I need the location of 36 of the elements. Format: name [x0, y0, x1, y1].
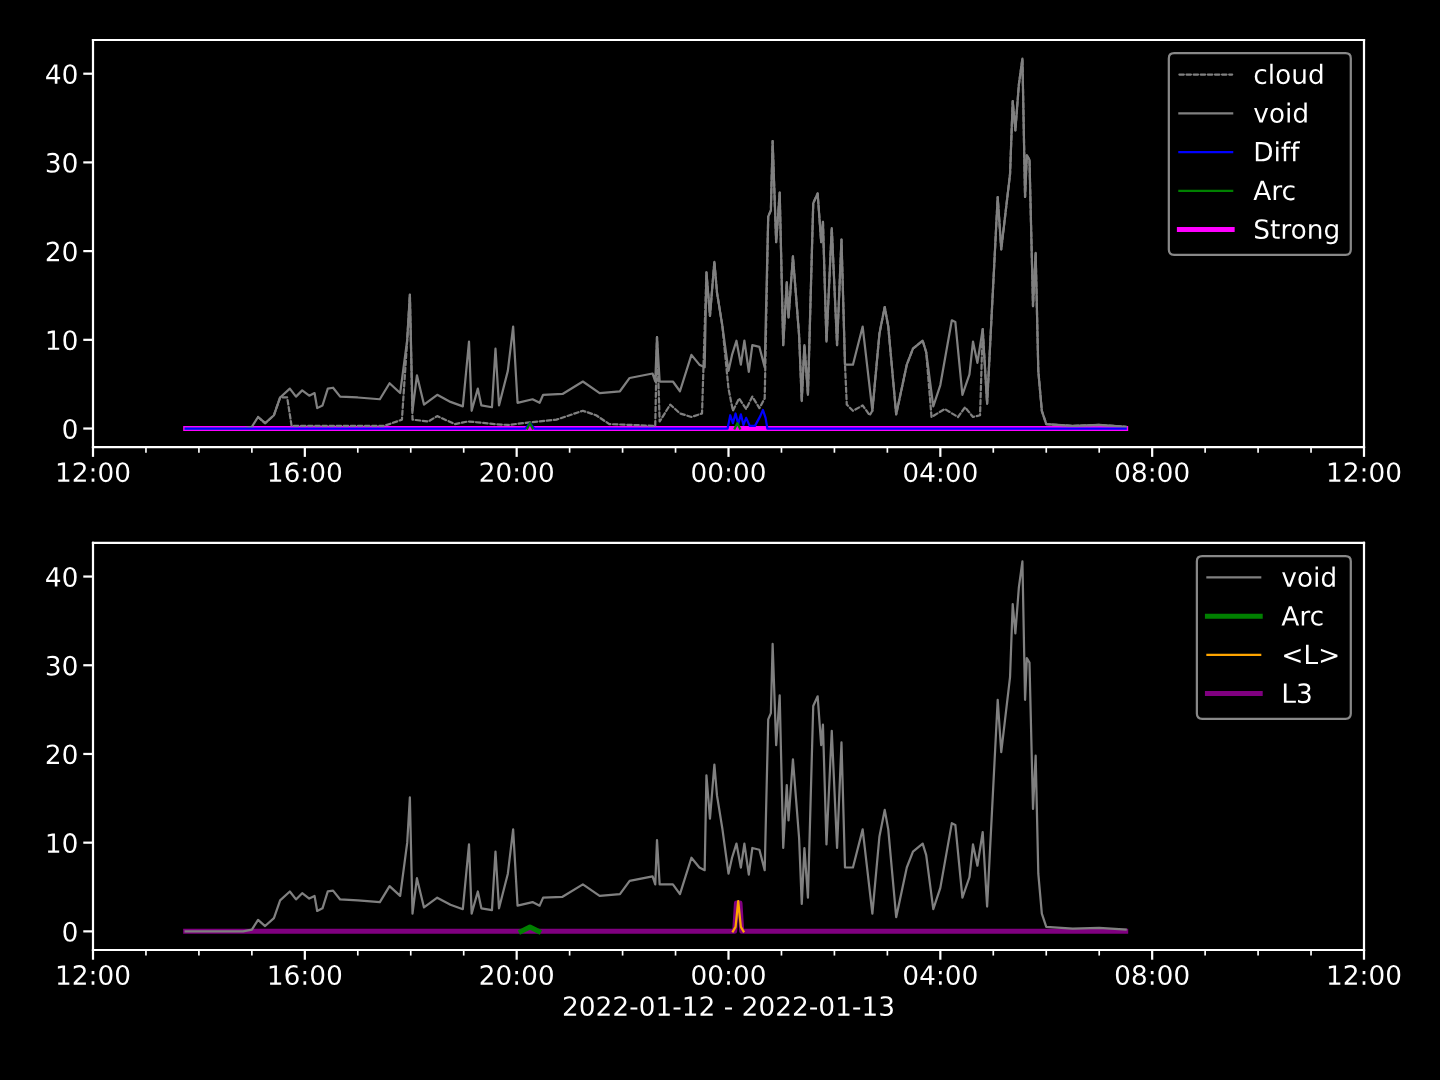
x-tick-label: 20:00	[480, 462, 553, 483]
y-tick-label: 30	[46, 152, 77, 173]
x-tick-label: 08:00	[1115, 462, 1189, 483]
x-tick-label: 16:00	[269, 462, 342, 483]
y-tick-label: 20	[46, 744, 77, 765]
y-tick-label: 0	[63, 418, 77, 439]
line-series	[184, 560, 1127, 933]
y-tick-label: 40	[46, 64, 77, 85]
y-tick-label: 10	[47, 330, 77, 351]
x-tick-label: 12:00	[57, 965, 130, 986]
x-tick-label: 12:00	[1328, 462, 1401, 483]
x-tick-label: 04:00	[904, 965, 977, 986]
y-tick-label: 0	[63, 921, 77, 942]
y-tick-label: 30	[46, 655, 77, 676]
legend-label: Arc	[1281, 606, 1323, 626]
x-tick-label: 20:00	[480, 965, 553, 986]
x-tick-label: 04:00	[904, 462, 977, 483]
x-tick-label: 08:00	[1115, 965, 1189, 986]
x-tick-label: 12:00	[57, 462, 130, 483]
y-tick-label: 40	[46, 566, 77, 587]
x-tick-label: 12:00	[1328, 965, 1401, 986]
legend-label: Diff	[1255, 141, 1301, 162]
legend-label: Arc	[1253, 180, 1295, 201]
line-series	[184, 408, 1127, 430]
legend-label: void	[1282, 566, 1335, 588]
x-tick-label: 00:00	[692, 462, 765, 483]
x-tick-label: 00:00	[692, 965, 765, 986]
legend-label: cloud	[1254, 63, 1323, 85]
x-tick-label: 16:00	[269, 965, 342, 986]
legend-label: L3	[1283, 683, 1311, 704]
legend-label: <L>	[1284, 644, 1338, 665]
y-tick-label: 10	[47, 833, 77, 854]
x-axis-title: 2022-01-12 - 2022-01-13	[563, 996, 893, 1017]
legend-label: Strong	[1255, 219, 1338, 245]
y-tick-label: 20	[46, 241, 77, 262]
legend-label: void	[1254, 102, 1307, 123]
